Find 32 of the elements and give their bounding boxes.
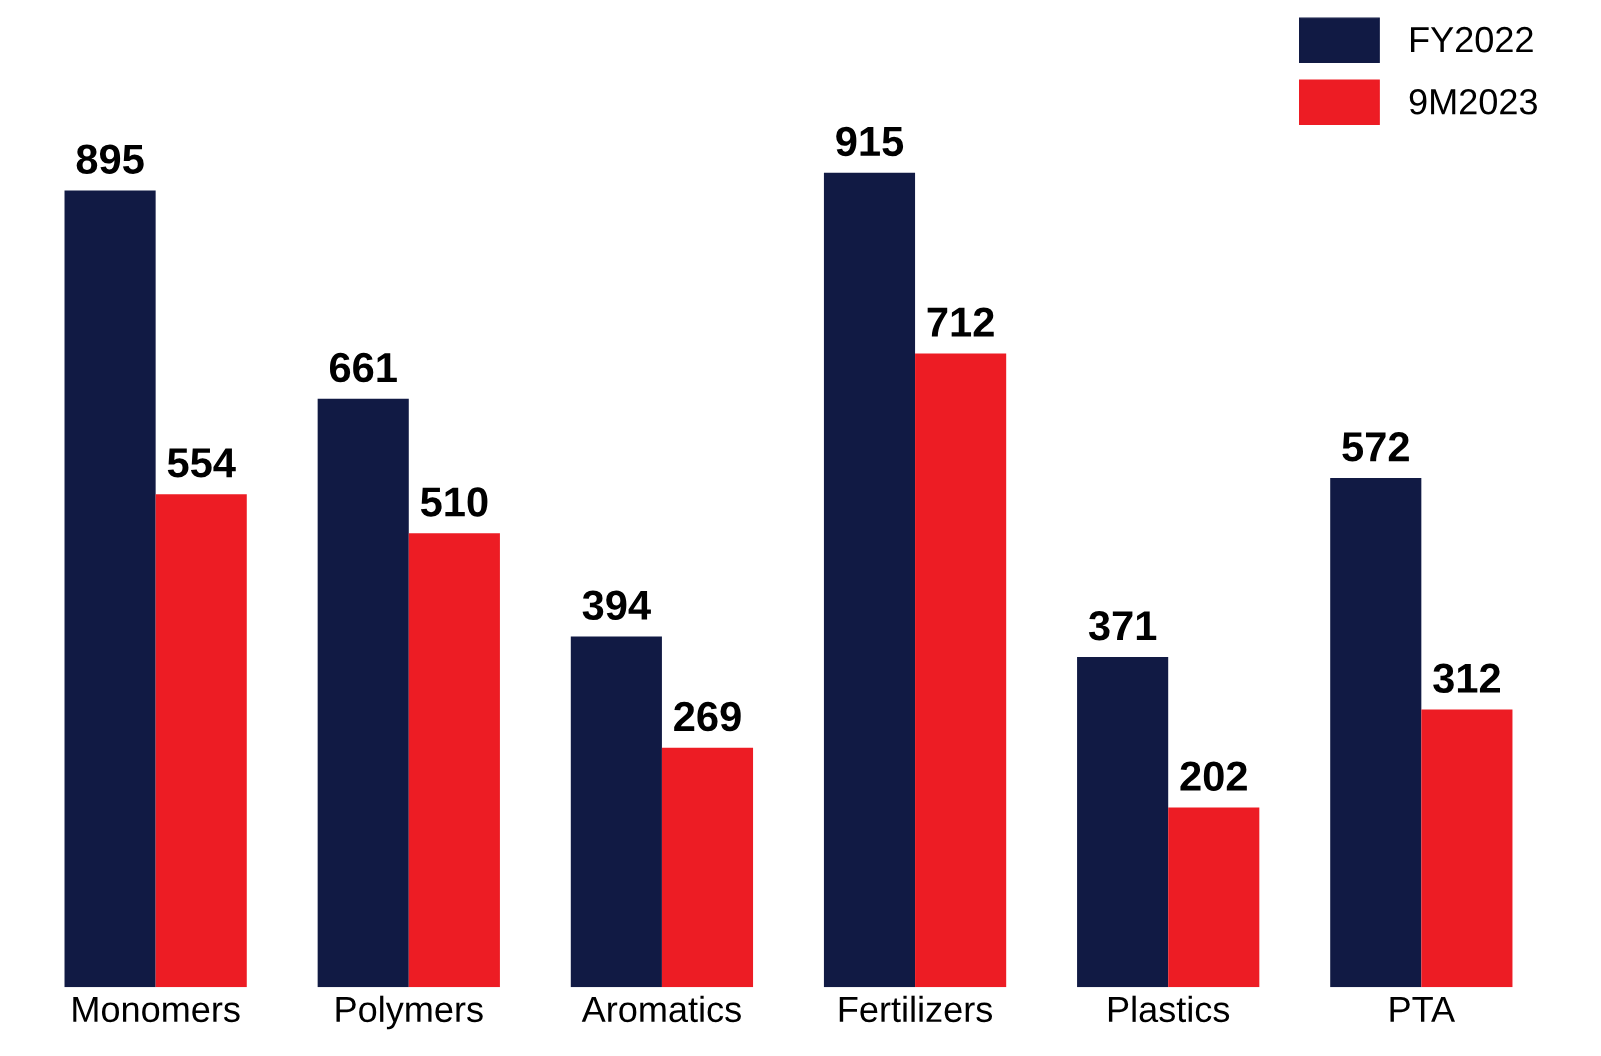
bar <box>155 494 247 988</box>
x-tick-label: Polymers <box>336 995 483 1030</box>
x-tick-label: Fertilizers <box>839 995 993 1023</box>
bar <box>408 533 500 988</box>
bar <box>661 747 754 988</box>
bar <box>317 398 409 988</box>
x-tick-label: Monomers <box>73 997 240 1023</box>
bar <box>915 353 1007 988</box>
data-label: 915 <box>836 126 904 157</box>
data-label: 202 <box>1180 761 1247 791</box>
bar <box>1168 807 1260 988</box>
bar <box>823 172 916 988</box>
data-label: 661 <box>329 352 397 383</box>
x-tick-label: PTA <box>1390 997 1456 1022</box>
data-label: 554 <box>167 448 236 478</box>
legend-label: FY2022 <box>1411 26 1533 53</box>
bar <box>570 636 662 988</box>
legend-label: 9M2023 <box>1409 88 1537 115</box>
data-label: 510 <box>420 487 488 517</box>
data-label: 394 <box>582 590 651 621</box>
x-tick-label: Aromatics <box>581 995 741 1023</box>
bar <box>1330 478 1422 988</box>
x-tick-label: Plastics <box>1108 995 1230 1023</box>
data-label: 269 <box>674 701 741 732</box>
bar <box>64 190 156 988</box>
data-label: 572 <box>1342 432 1409 462</box>
data-label: 712 <box>927 307 994 337</box>
data-label: 895 <box>76 144 144 174</box>
bar <box>1421 709 1513 988</box>
data-label: 312 <box>1433 663 1500 694</box>
bar <box>1077 657 1169 988</box>
data-label: 371 <box>1088 610 1157 641</box>
